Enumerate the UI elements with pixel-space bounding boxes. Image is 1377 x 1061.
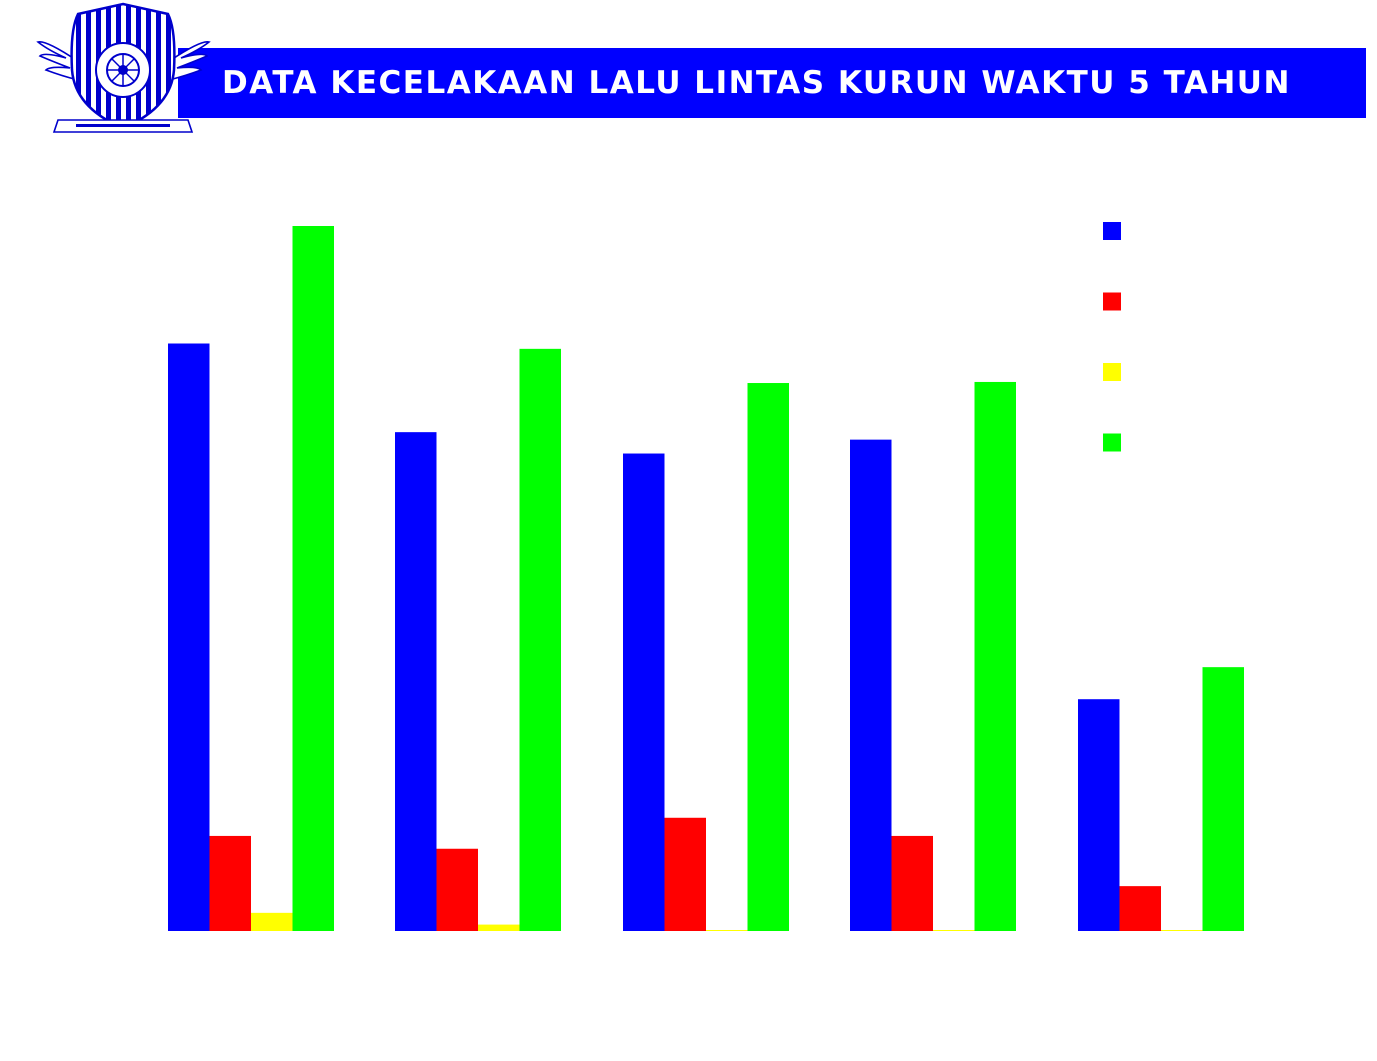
bar-series1-group5: [1078, 699, 1120, 931]
bar-series1-group3: [623, 453, 665, 931]
legend-marker-series2: [1103, 292, 1121, 311]
bar-series2-group5: [1119, 886, 1161, 931]
bar-series3-group4: [933, 930, 975, 931]
legend-marker-series4: [1103, 433, 1121, 452]
bar-series2-group1: [209, 835, 251, 931]
bar-series4-group1: [292, 226, 334, 931]
bar-series2-group3: [664, 817, 706, 931]
legend-marker-series1: [1103, 222, 1121, 240]
bar-series2-group4: [891, 835, 933, 931]
legend-marker-series3: [1103, 363, 1121, 381]
bar-series4-group5: [1202, 667, 1244, 931]
bar-series1-group1: [168, 343, 210, 931]
bar-series3-group2: [478, 924, 520, 931]
bar-series1-group4: [850, 439, 892, 931]
page-title: DATA KECELAKAAN LALU LINTAS KURUN WAKTU …: [222, 65, 1291, 101]
bar-series4-group4: [974, 381, 1016, 931]
bar-series3-group3: [706, 930, 748, 931]
title-bar: [178, 48, 1366, 118]
bar-series3-group1: [251, 912, 293, 931]
bar-series2-group2: [436, 848, 478, 931]
bar-series3-group5: [1161, 930, 1203, 931]
bar-series4-group2: [519, 348, 561, 931]
bar-series4-group3: [747, 383, 789, 932]
bar-series1-group2: [395, 432, 437, 931]
police-emblem-icon: [36, 2, 211, 133]
